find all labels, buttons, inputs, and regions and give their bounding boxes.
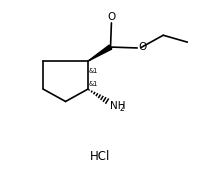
Text: &1: &1 bbox=[89, 68, 98, 74]
Polygon shape bbox=[88, 45, 112, 61]
Text: HCl: HCl bbox=[90, 150, 110, 163]
Text: &1: &1 bbox=[89, 81, 98, 87]
Text: O: O bbox=[107, 12, 116, 22]
Text: NH: NH bbox=[110, 101, 126, 111]
Text: 2: 2 bbox=[120, 104, 124, 113]
Text: O: O bbox=[138, 42, 147, 52]
